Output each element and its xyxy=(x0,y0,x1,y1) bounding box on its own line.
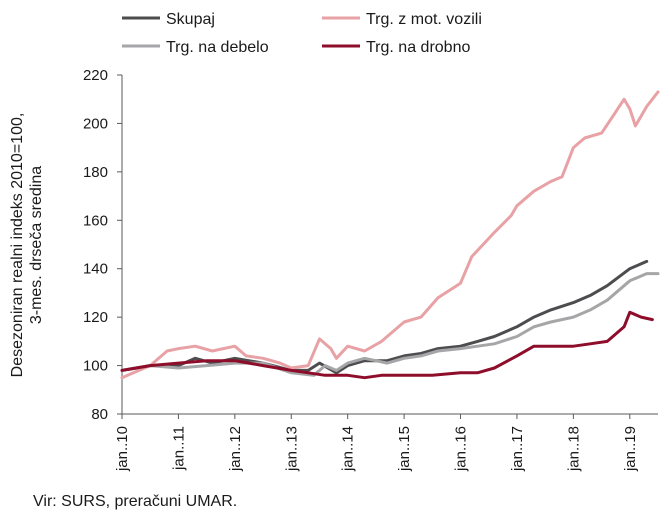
legend-label: Trg. z mot. vozili xyxy=(366,11,482,28)
x-tick-label: jan..17 xyxy=(509,426,526,472)
y-axis-title-line: 3-mes. drseča sredina xyxy=(28,166,45,324)
plot-area xyxy=(121,75,658,415)
y-axis-title: Desezoniran realni indeks 2010=100, 3-mes… xyxy=(9,113,45,378)
x-tick-label: jan..15 xyxy=(396,426,413,472)
y-tick-label: 80 xyxy=(91,406,108,423)
series-lines xyxy=(120,90,660,380)
y-tick-label: 140 xyxy=(83,261,108,278)
series-line-trg-na-drobno xyxy=(120,310,654,380)
series-line-trg-z-mot-vozili xyxy=(120,90,660,380)
y-tick-label: 180 xyxy=(83,164,108,181)
y-tick-label: 220 xyxy=(83,67,108,84)
legend-label: Skupaj xyxy=(166,11,215,28)
x-tick-label: jan..18 xyxy=(565,426,582,472)
x-tick-label: jan..14 xyxy=(340,426,357,472)
legend-label: Trg. na drobno xyxy=(366,39,470,56)
y-tick-label: 100 xyxy=(83,358,108,375)
x-tick-label: jan..13 xyxy=(283,426,300,472)
legend-label: Trg. na debelo xyxy=(166,39,269,56)
y-axis-ticks: 80 100 120 140 160 180 200 220 xyxy=(83,67,122,423)
x-tick-label: jan..12 xyxy=(227,426,244,472)
x-tick-label: jan..16 xyxy=(453,426,470,472)
source-note: Vir: SURS, preračuni UMAR. xyxy=(33,493,238,510)
y-tick-label: 120 xyxy=(83,309,108,326)
chart-legend: Skupaj Trg. z mot. vozili Trg. na debelo Tr… xyxy=(122,11,482,56)
y-axis-title-line: Desezoniran realni indeks 2010=100, xyxy=(9,113,26,378)
x-tick-label: jan..11 xyxy=(170,426,187,471)
x-tick-label: jan..10 xyxy=(114,426,131,472)
x-tick-label: jan..19 xyxy=(622,426,639,472)
y-tick-label: 200 xyxy=(83,115,108,132)
x-axis-ticks: jan..10 jan..11 jan..12 jan..13 jan..14 jan..… xyxy=(114,414,639,472)
y-tick-label: 160 xyxy=(83,212,108,229)
